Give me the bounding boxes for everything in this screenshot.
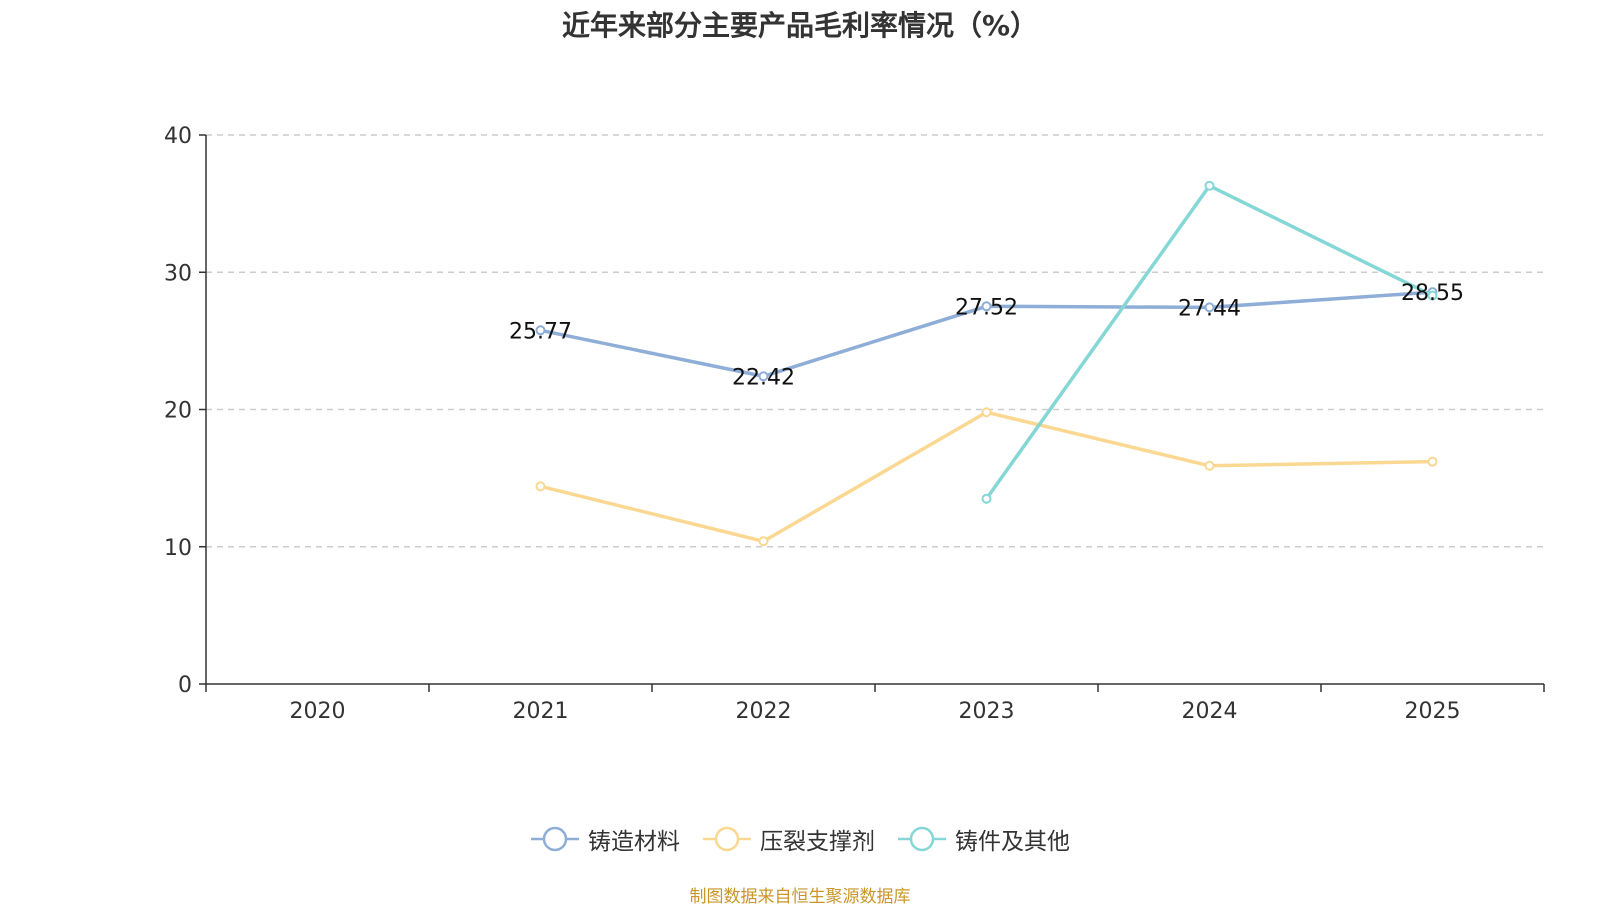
data-point [1427, 456, 1438, 467]
y-tick-label: 10 [164, 536, 192, 561]
legend-swatch-icon [531, 826, 579, 852]
series-lines [535, 180, 1438, 547]
x-tick-label: 2024 [1182, 699, 1238, 724]
legend-item[interactable]: 铸造材料 [530, 822, 680, 856]
legend-item[interactable]: 压裂支撑剂 [702, 822, 875, 856]
data-point [535, 325, 546, 336]
chart-title: 近年来部分主要产品毛利率情况（%） [561, 9, 1039, 42]
series-line [540, 410, 1433, 544]
x-tick-label: 2025 [1405, 699, 1461, 724]
data-point [1204, 460, 1215, 471]
data-point [1427, 290, 1438, 301]
data-point [981, 407, 992, 418]
y-tick-label: 30 [164, 261, 192, 286]
data-point [758, 536, 769, 547]
data-label: 27.44 [1178, 296, 1241, 321]
series-line [985, 184, 1434, 500]
y-tick-label: 20 [164, 399, 192, 424]
legend-swatch-icon [703, 826, 751, 852]
x-tick-label: 2021 [513, 699, 569, 724]
legend: 铸造材料 压裂支撑剂 铸件及其他 [0, 822, 1600, 856]
data-label: 28.55 [1401, 281, 1464, 306]
data-point [981, 301, 992, 312]
data-label: 27.52 [955, 295, 1018, 320]
grid-lines [206, 134, 1544, 548]
x-tick-label: 2020 [290, 699, 346, 724]
legend-label: 压裂支撑剂 [760, 829, 875, 855]
y-tick-label: 40 [164, 124, 192, 149]
y-tick-label: 0 [178, 673, 192, 698]
legend-item[interactable]: 铸件及其他 [897, 822, 1070, 856]
x-tick-label: 2023 [959, 699, 1015, 724]
source-note: 制图数据来自恒生聚源数据库 [689, 887, 911, 907]
legend-label: 铸件及其他 [955, 829, 1070, 855]
data-point [758, 371, 769, 382]
x-tick-label: 2022 [736, 699, 792, 724]
data-point [1204, 180, 1215, 191]
data-labels: 25.77 22.42 27.52 27.44 28.55 [509, 281, 1464, 390]
data-label: 25.77 [509, 319, 572, 344]
data-point [1204, 302, 1215, 313]
axes: 0 10 20 30 40 2020 2021 2022 2023 2024 2025 [164, 124, 1545, 724]
legend-swatch-icon [898, 826, 946, 852]
data-point [535, 481, 546, 492]
data-point [981, 493, 992, 504]
data-label: 22.42 [732, 365, 795, 390]
legend-label: 铸造材料 [588, 829, 680, 855]
